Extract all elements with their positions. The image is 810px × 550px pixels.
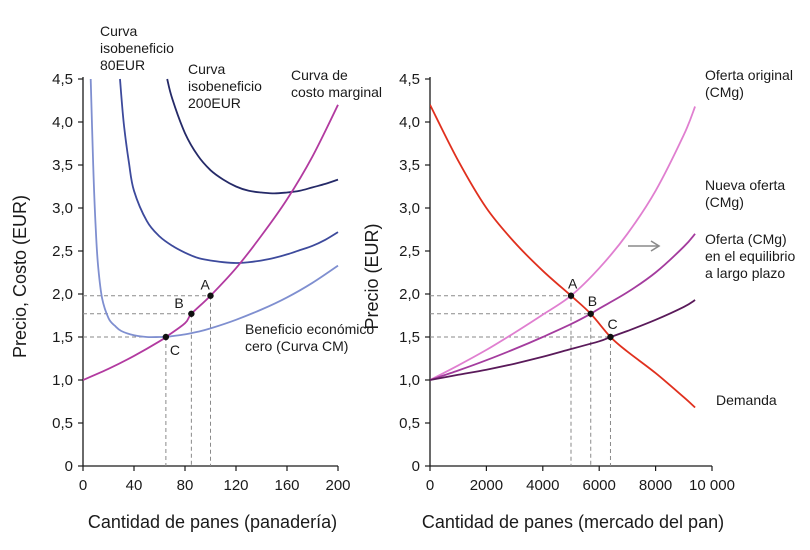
point-marker <box>188 310 195 317</box>
point-marker <box>207 292 214 299</box>
series-label-line: isobeneficio <box>100 40 174 56</box>
series-label: Curva de costo marginal <box>291 67 382 100</box>
y-tick-label: 1,5 <box>52 329 73 346</box>
series-label-line: Curva <box>188 61 226 77</box>
series-label-line: Oferta original <box>705 67 793 83</box>
y-tick-label: 3,5 <box>52 157 73 174</box>
y-tick-label: 0 <box>412 458 420 475</box>
y-tick-label: 2,0 <box>399 286 420 303</box>
y-tick-label: 0,5 <box>52 415 73 432</box>
series-label-line: Beneficio económico <box>245 321 374 337</box>
series-label-line: costo marginal <box>291 84 382 100</box>
series-label: Demanda <box>716 392 777 408</box>
point-marker <box>162 333 170 341</box>
series-label-line: Curva de <box>291 67 348 83</box>
series-label-line: cero (Curva CM) <box>245 338 348 354</box>
series-label-line: Oferta (CMg) <box>705 231 787 247</box>
series-label-line: (CMg) <box>705 194 744 210</box>
x-axis-title: Cantidad de panes (mercado del pan) <box>422 512 724 532</box>
point-label: B <box>174 295 183 311</box>
x-tick-label: 40 <box>126 477 143 494</box>
y-tick-label: 2,5 <box>52 243 73 260</box>
y-tick-label: 4,0 <box>399 114 420 131</box>
series-label: Nueva oferta (CMg) <box>705 177 785 210</box>
shift-arrow <box>628 240 661 252</box>
series-line <box>166 78 339 195</box>
y-tick-label: 1,0 <box>399 372 420 389</box>
point-label: C <box>170 342 180 358</box>
series-line <box>119 78 339 264</box>
point-label: A <box>201 277 211 293</box>
series-label-line: a largo plazo <box>705 265 785 281</box>
y-tick-label: 1,0 <box>52 372 73 389</box>
x-tick-label: 80 <box>177 477 194 494</box>
y-tick-label: 4,0 <box>52 114 73 131</box>
series-line <box>430 233 696 381</box>
x-tick-label: 0 <box>79 477 87 494</box>
x-tick-label: 200 <box>325 477 350 494</box>
y-tick-label: 3,5 <box>399 157 420 174</box>
x-tick-label: 120 <box>223 477 248 494</box>
x-tick-label: 8000 <box>639 477 672 494</box>
series-label-line: Nueva oferta <box>705 177 785 193</box>
point-label: C <box>607 316 617 332</box>
panel-bakery: 0 0,5 1,0 1,5 2,0 2,5 3,0 3,5 4,0 4,5 0 40 80 120 160 2… <box>10 23 382 532</box>
y-tick-label: 4,5 <box>52 71 73 88</box>
x-tick-label: 10 000 <box>689 477 735 494</box>
series-line <box>89 78 339 339</box>
series-label-line: 80EUR <box>100 57 145 73</box>
series-label: Curva isobeneficio 80EUR <box>100 23 174 73</box>
y-tick-label: 0,5 <box>399 415 420 432</box>
y-tick-label: 3,0 <box>52 200 73 217</box>
x-tick-label: 160 <box>274 477 299 494</box>
panel-bread-market: 0 0,5 1,0 1,5 2,0 2,5 3,0 3,5 4,0 4,5 0 2000 4000 600… <box>362 67 795 532</box>
point-label: A <box>568 276 578 292</box>
series-label: Beneficio económico cero (Curva CM) <box>245 321 374 354</box>
series-label-line: Demanda <box>716 392 777 408</box>
point-label: B <box>588 293 597 309</box>
point-marker <box>607 333 614 341</box>
series-label-line: Curva <box>100 23 138 39</box>
y-tick-label: 2,5 <box>399 243 420 260</box>
x-tick-label: 2000 <box>470 477 503 494</box>
series-line <box>430 299 696 381</box>
x-tick-label: 0 <box>426 477 434 494</box>
series-label: Oferta (CMg) en el equilibrio a largo plaz… <box>705 231 795 281</box>
x-axis-title: Cantidad de panes (panadería) <box>88 512 337 532</box>
y-tick-label: 4,5 <box>399 71 420 88</box>
point-marker <box>567 292 575 299</box>
y-axis-title: Precio, Costo (EUR) <box>10 195 30 358</box>
series-label-line: (CMg) <box>705 84 744 100</box>
y-tick-label: 1,5 <box>399 329 420 346</box>
series-label: Curva isobeneficio 200EUR <box>188 61 262 111</box>
series-label-line: isobeneficio <box>188 78 262 94</box>
shift-arrow-head <box>650 240 661 252</box>
y-axis-title: Precio (EUR) <box>362 223 382 329</box>
y-tick-label: 3,0 <box>399 200 420 217</box>
x-tick-label: 6000 <box>583 477 616 494</box>
series-label-line: 200EUR <box>188 95 241 111</box>
point-marker <box>587 310 594 317</box>
series-line <box>430 104 696 409</box>
y-tick-label: 0 <box>65 458 73 475</box>
series-label: Oferta original (CMg) <box>705 67 793 100</box>
y-tick-label: 2,0 <box>52 286 73 303</box>
series-label-line: en el equilibrio <box>705 248 795 264</box>
x-tick-label: 4000 <box>526 477 559 494</box>
